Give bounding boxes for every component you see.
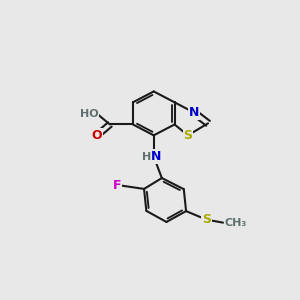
Text: HO: HO (80, 109, 98, 119)
Text: F: F (113, 179, 121, 192)
Text: O: O (92, 129, 103, 142)
Text: S: S (202, 213, 211, 226)
Text: N: N (151, 150, 162, 163)
Text: CH₃: CH₃ (225, 218, 247, 228)
Text: S: S (183, 129, 192, 142)
Text: N: N (189, 106, 200, 119)
Text: H: H (142, 152, 152, 162)
